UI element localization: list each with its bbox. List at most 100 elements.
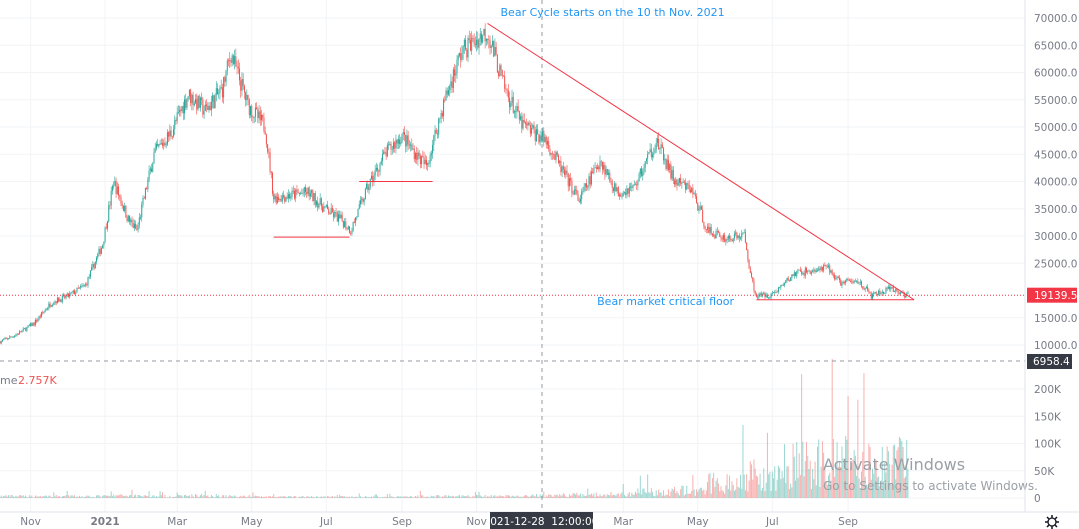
candle-body [290, 196, 292, 199]
candle-body [777, 287, 779, 292]
volume-bar [686, 485, 688, 498]
candle-body [87, 277, 89, 286]
candle-body [782, 284, 784, 286]
candle-body [861, 281, 863, 287]
volume-bar [658, 489, 660, 498]
volume-bar [42, 496, 44, 498]
volume-bar [59, 496, 61, 498]
candle-body [182, 105, 184, 114]
price-tick-label: 55000.0 [1034, 95, 1077, 107]
candle-body [469, 40, 471, 51]
candle-body [528, 122, 530, 126]
candle-body [857, 280, 859, 284]
volume-bar [11, 495, 13, 498]
volume-bar [526, 495, 528, 498]
volume-bar [688, 493, 690, 498]
volume-bar [383, 497, 385, 498]
time-axis[interactable]: Nov 2021 Mar May Jul Sep Nov Mar May Jul Sep [20, 516, 858, 528]
volume-bar [821, 441, 823, 498]
volume-bar [300, 497, 302, 498]
candle-body [94, 261, 96, 269]
candle-body [296, 189, 298, 192]
candle-body [663, 147, 665, 161]
candle-body [903, 292, 905, 298]
volume-bar [781, 471, 783, 498]
price-axis[interactable]: 70000.065000.060000.055000.050000.045000… [1034, 13, 1077, 352]
candle-body [660, 144, 662, 149]
candle-body [540, 135, 542, 141]
volume-bar [265, 496, 267, 498]
candle-body [614, 183, 616, 191]
candle-body [749, 268, 751, 273]
volume-bar [590, 493, 592, 498]
candle-body [396, 139, 398, 144]
candle-body [534, 130, 536, 141]
candle-body [878, 290, 880, 295]
gear-icon[interactable] [1045, 515, 1059, 529]
candle-body [228, 60, 230, 62]
volume-bar [111, 496, 113, 498]
volume-bar [872, 468, 874, 498]
candle-body [724, 234, 726, 242]
volume-bar [454, 497, 456, 498]
candle-body [171, 136, 173, 137]
candle-body [603, 164, 605, 170]
volume-bar [484, 494, 486, 498]
candle-body [711, 233, 713, 236]
volume-bar [102, 495, 104, 498]
candle-body [820, 267, 822, 270]
candle-body [102, 245, 104, 249]
volume-bar [449, 496, 451, 498]
annotation-critical-floor[interactable]: Bear market critical floor [597, 295, 734, 308]
candle-body [353, 222, 355, 223]
candle-body [26, 327, 28, 331]
volume-bar [346, 496, 348, 498]
candle-body [64, 294, 66, 298]
candle-body [138, 217, 140, 225]
volume-bar [837, 466, 839, 498]
volume-bar [67, 495, 69, 498]
volume-bar [863, 373, 865, 498]
volume-bar [179, 495, 181, 498]
candle-body [455, 73, 457, 76]
candle-body [11, 336, 13, 338]
candle-body [725, 239, 727, 242]
trendlines[interactable] [273, 23, 915, 301]
price-tick-label: 50000.0 [1034, 122, 1077, 134]
candle-body [896, 288, 898, 291]
candle-body [248, 99, 250, 116]
candle-body [774, 291, 776, 293]
volume-bar [295, 496, 297, 498]
volume-bar [85, 496, 87, 498]
volume-bar [61, 496, 63, 498]
annotation-bear-cycle[interactable]: Bear Cycle starts on the 10 th Nov. 2021 [501, 6, 725, 19]
price-tick-label: 60000.0 [1034, 68, 1077, 80]
volume-bar [842, 458, 844, 498]
candle-body [58, 297, 60, 302]
candle-body [852, 281, 854, 283]
volume-bar [276, 497, 278, 498]
candle-body [700, 206, 702, 210]
volume-bar [184, 495, 186, 498]
volume-bar [885, 472, 887, 498]
candle-body [25, 328, 27, 331]
volume-bar [687, 493, 689, 498]
candle-body [829, 265, 831, 273]
candle-body [334, 212, 336, 218]
volume-bar [352, 497, 354, 498]
volume-bar [451, 495, 453, 498]
candle-body [757, 296, 759, 298]
volume-bar [348, 496, 350, 498]
candle-body [740, 237, 742, 239]
candle-body [732, 238, 734, 242]
volume-bar [159, 490, 161, 498]
candle-body [440, 113, 442, 118]
candle-body [619, 194, 621, 197]
candle-body [158, 144, 160, 147]
volume-bar [601, 496, 603, 498]
volume-bar [593, 493, 595, 498]
candle-body [191, 94, 193, 104]
volume-bar [60, 497, 62, 498]
